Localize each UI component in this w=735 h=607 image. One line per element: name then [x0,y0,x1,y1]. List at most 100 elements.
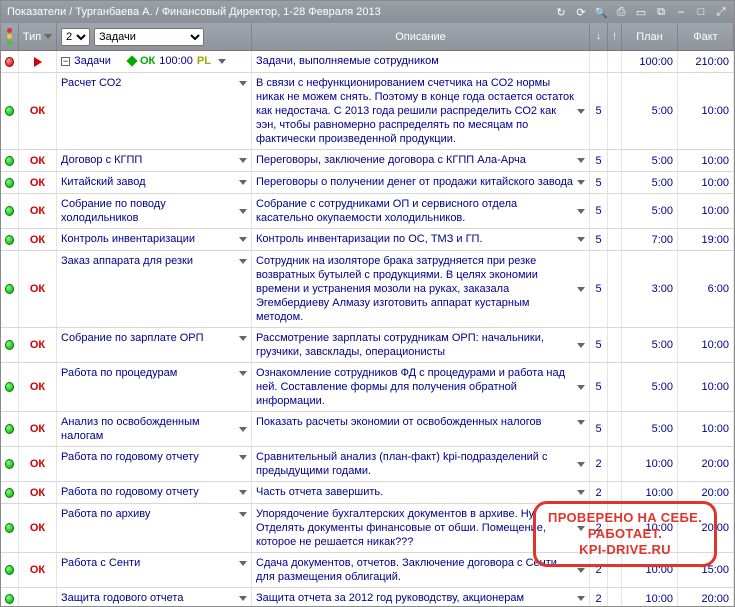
header-plan[interactable]: План [622,23,678,50]
table-row[interactable]: ОКРасчет СО2В связи с нефункционирование… [1,73,734,150]
chevron-down-icon[interactable] [577,109,585,114]
table-row[interactable]: ОКСобрание по зарплате ОРПРассмотрение з… [1,328,734,363]
chevron-down-icon[interactable] [239,158,247,163]
chevron-down-icon[interactable] [239,596,247,601]
task-cell[interactable]: Работа по годовому отчету [57,447,252,481]
traffic-light-icon [5,28,14,45]
chevron-down-icon[interactable] [218,59,226,64]
task-cell[interactable]: Расчет СО2 [57,73,252,149]
chevron-down-icon[interactable] [577,568,585,573]
desc-cell[interactable]: Переговоры о получении денег от продажи … [252,172,590,193]
chevron-down-icon[interactable] [577,237,585,242]
task-desc: Ознакомление сотрудников ФД с процедурам… [256,366,574,408]
refresh-icon[interactable]: ↻ [554,5,568,19]
plan-value: 3:00 [652,282,673,296]
chevron-down-icon[interactable] [239,180,247,185]
chevron-down-icon[interactable] [239,237,247,242]
task-cell[interactable]: Работа по архиву [57,504,252,552]
task-cell[interactable]: Собрание по зарплате ОРП [57,328,252,362]
chevron-down-icon[interactable] [44,34,52,39]
table-row[interactable]: ОКЗаказ аппарата для резкиСотрудник на и… [1,251,734,328]
header-type[interactable]: Тип [19,23,57,50]
header-sort[interactable]: ↓ [590,23,608,50]
minus-icon[interactable]: – [674,5,688,19]
expand-icon[interactable]: ⤢ [714,5,728,19]
chevron-down-icon[interactable] [239,490,247,495]
table-row[interactable]: ОКРабота по процедурамОзнакомление сотру… [1,363,734,412]
layout-icon[interactable]: ▭ [634,5,648,19]
table-row[interactable]: ОКСобрание по поводу холодильниковСобран… [1,194,734,229]
copy-icon[interactable]: ⧉ [654,5,668,19]
desc-cell[interactable]: Сотрудник на изоляторе брака затрудняетс… [252,251,590,327]
table-row[interactable]: ОКРабота по годовому отчетуЧасть отчета … [1,482,734,504]
chevron-down-icon[interactable] [239,336,247,341]
chevron-down-icon[interactable] [577,209,585,214]
task-cell[interactable]: Контроль инвентаризации [57,229,252,250]
table-row[interactable]: ОККитайский заводПереговоры о получении … [1,172,734,194]
chevron-down-icon[interactable] [239,209,247,214]
header-fact[interactable]: Факт [678,23,734,50]
task-cell[interactable]: Работа по годовому отчету [57,482,252,503]
task-cell[interactable]: Собрание по поводу холодильников [57,194,252,228]
sync-icon[interactable]: ⟳ [574,5,588,19]
task-cell[interactable]: Работа с Сенти [57,553,252,587]
chevron-down-icon[interactable] [577,343,585,348]
table-row[interactable]: Защита годового отчетаЗащита отчета за 2… [1,588,734,606]
task-cell[interactable]: Защита годового отчета [57,588,252,606]
chevron-down-icon[interactable] [577,287,585,292]
plan-cell: 5:00 [622,73,678,149]
desc-cell[interactable]: Собрание с сотрудниками ОП и сервисного … [252,194,590,228]
select-category[interactable]: Задачи [94,28,204,46]
table-row[interactable]: ОКРабота по годовому отчетуСравнительный… [1,447,734,482]
task-cell[interactable]: Работа по процедурам [57,363,252,411]
task-cell[interactable]: Договор с КГПП [57,150,252,171]
desc-cell[interactable]: В связи с нефункционированием счетчика н… [252,73,590,149]
plan-cell: 5:00 [622,363,678,411]
search-icon[interactable]: 🔍 [594,5,608,19]
desc-cell[interactable]: Ознакомление сотрудников ФД с процедурам… [252,363,590,411]
task-cell[interactable]: Анализ по освобожденным налогам [57,412,252,446]
table-row[interactable]: ОКРабота с СентиСдача документов, отчето… [1,553,734,588]
sort-cell: 2 [590,553,608,587]
chevron-down-icon[interactable] [577,420,585,425]
chevron-down-icon[interactable] [577,596,585,601]
desc-cell[interactable]: Часть отчета завершить. [252,482,590,503]
chevron-down-icon[interactable] [239,259,247,264]
chevron-down-icon[interactable] [577,526,585,531]
table-row[interactable]: ОКДоговор с КГПППереговоры, заключение д… [1,150,734,172]
chevron-down-icon[interactable] [239,455,247,460]
desc-cell[interactable]: Сдача документов, отчетов. Заключение до… [252,553,590,587]
table-row[interactable]: ОККонтроль инвентаризацииКонтроль инвент… [1,229,734,251]
chevron-down-icon[interactable] [577,462,585,467]
task-cell[interactable]: Заказ аппарата для резки [57,251,252,327]
header-description[interactable]: Описание [252,23,590,50]
table-row[interactable]: ОКАнализ по освобожденным налогамПоказат… [1,412,734,447]
chevron-down-icon[interactable] [239,81,247,86]
chevron-down-icon[interactable] [239,427,247,432]
print-icon[interactable]: ⎙ [614,5,628,19]
flag-cell [608,172,622,193]
chevron-down-icon[interactable] [577,490,585,495]
task-cell[interactable]: Китайский завод [57,172,252,193]
select-count[interactable]: 2 [61,28,90,46]
chevron-down-icon[interactable] [577,180,585,185]
table-body[interactable]: − Задачи ОК 100:00 PL Задачи, выполняемы… [1,51,734,606]
header-flag[interactable]: ! [608,23,622,50]
window-icon[interactable]: □ [694,5,708,19]
desc-cell[interactable]: Контроль инвентаризации по ОС, ТМЗ и ГП. [252,229,590,250]
desc-cell[interactable]: Упорядочение бухгалтерских документов в … [252,504,590,552]
chevron-down-icon[interactable] [577,385,585,390]
play-icon[interactable] [34,57,42,67]
collapse-icon[interactable]: − [61,57,70,66]
table-row[interactable]: ОКРабота по архивуУпорядочение бухгалтер… [1,504,734,553]
desc-cell[interactable]: Рассмотрение зарплаты сотрудникам ОРП: н… [252,328,590,362]
desc-cell[interactable]: Показать расчеты экономии от освобожденн… [252,412,590,446]
fact-value: 20:00 [701,486,729,500]
desc-cell[interactable]: Сравнительный анализ (план-факт) kpi-под… [252,447,590,481]
chevron-down-icon[interactable] [577,158,585,163]
chevron-down-icon[interactable] [239,371,247,376]
desc-cell[interactable]: Переговоры, заключение договора с КГПП А… [252,150,590,171]
chevron-down-icon[interactable] [239,512,247,517]
chevron-down-icon[interactable] [239,561,247,566]
desc-cell[interactable]: Защита отчета за 2012 год руководству, а… [252,588,590,606]
